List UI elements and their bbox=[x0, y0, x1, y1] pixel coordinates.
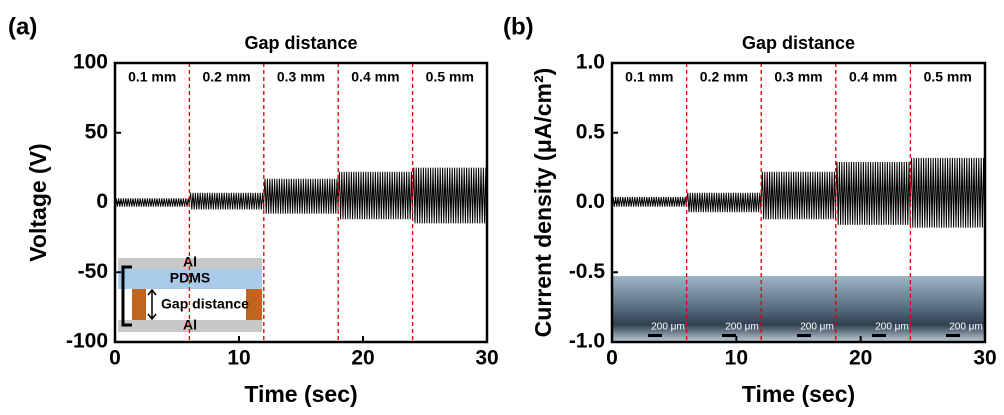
inset-label: Gap distance bbox=[161, 296, 249, 312]
plot-frame bbox=[113, 61, 489, 344]
segment-label: 0.3 mm bbox=[774, 69, 822, 85]
panel-label: (a) bbox=[8, 13, 37, 40]
signal-segment bbox=[760, 171, 837, 220]
signal-segment bbox=[337, 171, 414, 220]
segment-label: 0.4 mm bbox=[351, 69, 399, 85]
inset-label: PDMS bbox=[170, 270, 210, 286]
plot-frame bbox=[610, 61, 987, 344]
segment-label: 0.2 mm bbox=[202, 69, 250, 85]
bracket bbox=[121, 265, 132, 327]
y-tick-label: -50 bbox=[78, 260, 108, 283]
photo bbox=[613, 276, 984, 341]
y-tick-label: 50 bbox=[85, 120, 108, 143]
y-tick-label: 100 bbox=[73, 51, 108, 74]
photo-inset: 200 μm 200 μm 200 μm 200 μm 200 μm bbox=[613, 276, 984, 341]
signal-segment bbox=[114, 198, 190, 207]
segment-label: 0.1 mm bbox=[625, 69, 673, 85]
y-tick-label: 1.0 bbox=[576, 51, 605, 74]
segment-label: 0.1 mm bbox=[128, 69, 176, 85]
y-tick-label: -1.0 bbox=[569, 330, 605, 353]
scale-bar bbox=[722, 334, 736, 337]
y-tick-label: -0.5 bbox=[569, 260, 606, 283]
signal-segment bbox=[835, 162, 911, 225]
scale-label: 200 μm bbox=[800, 322, 834, 333]
y-tick-label: 0.0 bbox=[576, 190, 605, 213]
signal-segment bbox=[412, 167, 488, 224]
x-tick-label: 10 bbox=[227, 347, 250, 370]
x-axis-label: Time (sec) bbox=[244, 381, 357, 407]
panel-label: (b) bbox=[503, 13, 534, 40]
scale-label: 200 μm bbox=[875, 322, 909, 333]
x-tick-label: 0 bbox=[109, 347, 121, 370]
x-tick-label: 0 bbox=[606, 347, 618, 370]
scale-label: 200 μm bbox=[651, 322, 685, 333]
scale-label: 200 μm bbox=[949, 322, 983, 333]
segment-label: 0.3 mm bbox=[277, 69, 325, 85]
y-tick-label: 0 bbox=[96, 190, 108, 213]
x-tick-label: 30 bbox=[973, 347, 996, 370]
spacer bbox=[246, 289, 262, 320]
scale-bar bbox=[648, 334, 662, 337]
signal-segment bbox=[188, 192, 265, 210]
al-top bbox=[118, 258, 262, 269]
segment-label: 0.5 mm bbox=[924, 69, 972, 85]
scale-label: 200 μm bbox=[725, 322, 759, 333]
scale-bar bbox=[797, 334, 811, 337]
y-axis-label: Current density (μA/cm²) bbox=[530, 68, 556, 338]
x-tick-label: 30 bbox=[475, 347, 498, 370]
segment-label: 0.2 mm bbox=[700, 69, 748, 85]
x-tick-label: 10 bbox=[725, 347, 748, 370]
y-tick-label: 0.5 bbox=[576, 120, 606, 143]
gap-arrow bbox=[147, 288, 157, 321]
segment-label: 0.5 mm bbox=[426, 69, 474, 85]
segment-label: 0.4 mm bbox=[849, 69, 897, 85]
scale-bar bbox=[872, 334, 886, 337]
chart-title: Gap distance bbox=[742, 33, 855, 53]
pdms-layer bbox=[118, 269, 262, 289]
x-axis-label: Time (sec) bbox=[742, 381, 855, 407]
device-inset: Al PDMS Gap distance Al bbox=[118, 254, 262, 333]
x-tick-label: 20 bbox=[351, 347, 374, 370]
scale-bar bbox=[946, 334, 960, 337]
signal-segment bbox=[611, 196, 687, 207]
chart-title: Gap distance bbox=[244, 33, 357, 53]
y-axis-label: Voltage (V) bbox=[25, 143, 51, 261]
y-tick-label: -100 bbox=[66, 330, 108, 353]
signal-segment bbox=[686, 192, 762, 213]
spacer bbox=[132, 289, 146, 320]
signal-segment bbox=[263, 178, 339, 214]
x-tick-label: 20 bbox=[849, 347, 872, 370]
signal-segment bbox=[909, 157, 986, 228]
